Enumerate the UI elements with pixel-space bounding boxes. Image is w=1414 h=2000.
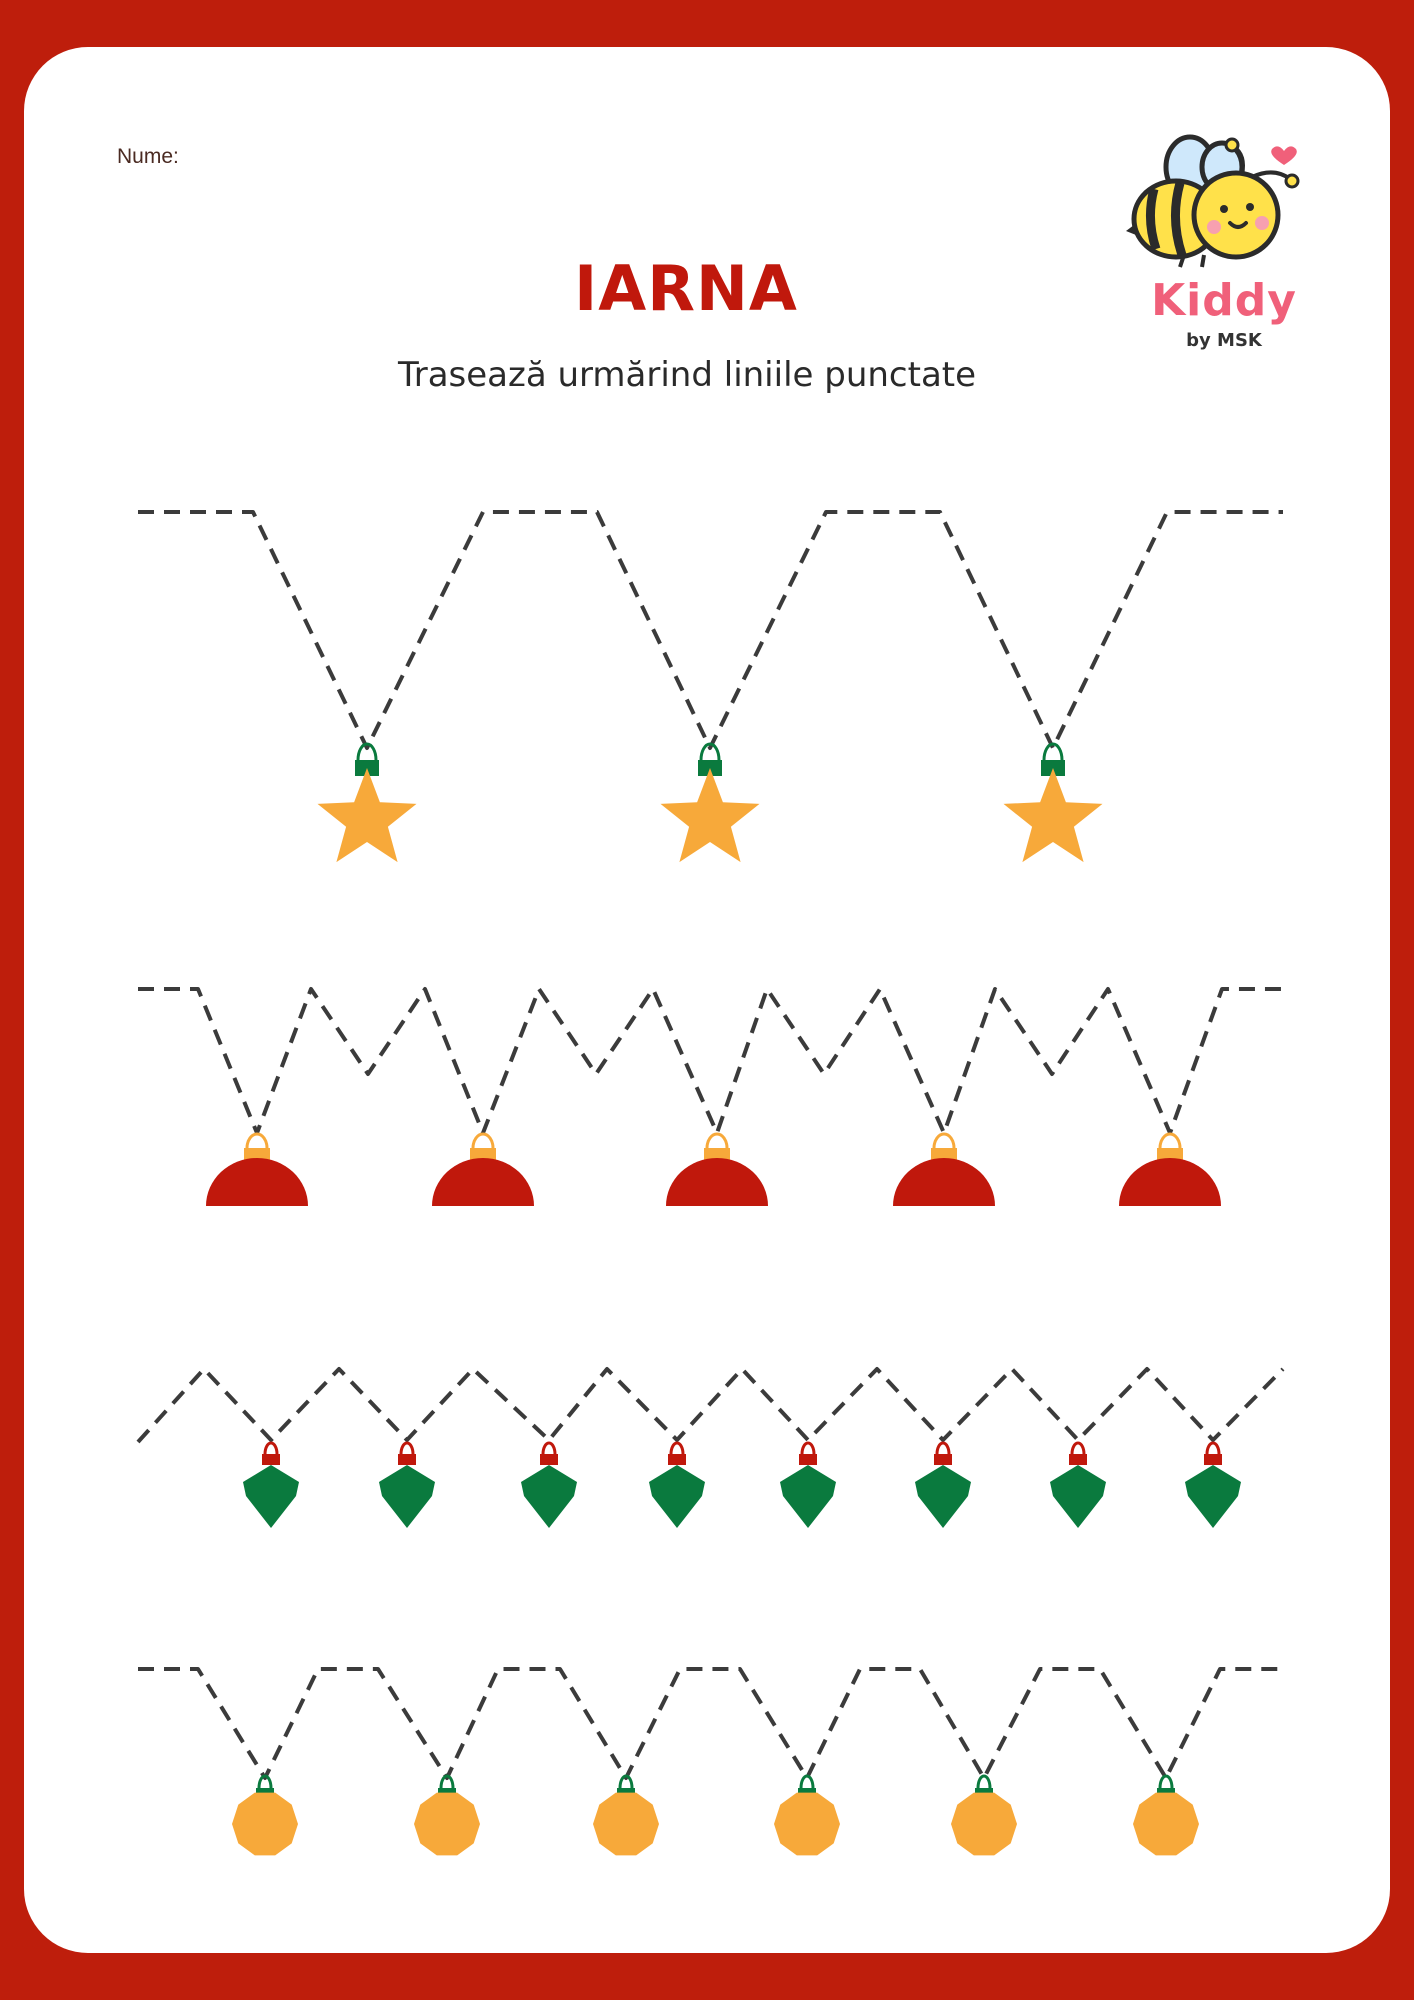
round-ornament-3-hook <box>618 1774 634 1789</box>
drop-ornament-5 <box>780 1465 836 1528</box>
drop-ornament-3-cap <box>540 1454 558 1465</box>
drop-ornament-6-hook <box>935 1441 951 1455</box>
dome-ornament-1-hook <box>245 1132 269 1149</box>
drop-ornament-1-hook <box>263 1441 279 1455</box>
dome-ornament-5 <box>1119 1158 1221 1206</box>
drop-ornament-6 <box>915 1465 971 1528</box>
drop-ornament-1 <box>243 1465 299 1528</box>
instructions: Trasează urmărind liniile punctate <box>397 355 977 395</box>
round-ornament-3 <box>593 1792 659 1856</box>
dome-ornament-3 <box>666 1158 768 1206</box>
tracing-line-2 <box>138 987 1283 1135</box>
drop-ornament-8 <box>1185 1465 1241 1528</box>
drop-ornament-3 <box>521 1465 577 1528</box>
dome-ornament-4-hook <box>932 1132 956 1149</box>
name-label: Nume: <box>117 145 179 168</box>
dome-ornament-3-hook <box>705 1132 729 1149</box>
round-ornament-6 <box>1133 1792 1199 1856</box>
logo-wordmark: Kiddy <box>1151 275 1297 326</box>
drop-ornament-2-hook <box>399 1441 415 1455</box>
round-ornament-5-hook <box>976 1774 992 1789</box>
drop-ornament-4-cap <box>668 1454 686 1465</box>
drop-ornament-1-cap <box>262 1454 280 1465</box>
drop-ornament-6-cap <box>934 1454 952 1465</box>
round-ornament-2 <box>414 1792 480 1856</box>
drop-ornament-4-hook <box>669 1441 685 1455</box>
star-ornament-3 <box>1003 768 1103 863</box>
drop-ornament-5-cap <box>799 1454 817 1465</box>
tracing-line-3 <box>136 1367 1285 1444</box>
star-ornament-3-hook <box>1042 742 1064 761</box>
dome-ornament-2-hook <box>471 1132 495 1149</box>
drop-ornament-7-hook <box>1070 1441 1086 1455</box>
dome-ornament-1 <box>206 1158 308 1206</box>
logo-byline: by MSK <box>1186 330 1262 351</box>
page-title: IARNA <box>574 252 798 325</box>
drop-ornament-8-cap <box>1204 1454 1222 1465</box>
drop-ornament-7-cap <box>1069 1454 1087 1465</box>
drop-ornament-8-hook <box>1205 1441 1221 1455</box>
round-ornament-5 <box>951 1792 1017 1856</box>
star-ornament-2 <box>660 768 760 863</box>
star-ornament-2-hook <box>699 742 721 761</box>
round-ornament-2-hook <box>439 1774 455 1789</box>
drop-ornament-5-hook <box>800 1441 816 1455</box>
drop-ornament-2-cap <box>398 1454 416 1465</box>
round-ornament-6-hook <box>1158 1774 1174 1789</box>
dome-ornament-4 <box>893 1158 995 1206</box>
kiddy-logo: Kiddy by MSK <box>1124 127 1324 351</box>
round-ornament-1 <box>232 1792 298 1856</box>
dome-ornament-5-hook <box>1158 1132 1182 1149</box>
dome-ornament-2 <box>432 1158 534 1206</box>
star-ornament-1-hook <box>356 742 378 761</box>
tracing-line-4 <box>138 1667 1283 1780</box>
round-ornament-4 <box>774 1792 840 1856</box>
drop-ornament-7 <box>1050 1465 1106 1528</box>
drop-ornament-4 <box>649 1465 705 1528</box>
star-ornament-1 <box>317 768 417 863</box>
tracing-line-1 <box>138 510 1283 750</box>
drop-ornament-3-hook <box>541 1441 557 1455</box>
round-ornament-1-hook <box>257 1774 273 1789</box>
bee-icon <box>1126 134 1300 268</box>
worksheet-sheet: Nume: IARNA Trasează urmărind liniile pu… <box>24 47 1390 1953</box>
drop-ornament-2 <box>379 1465 435 1528</box>
round-ornament-4-hook <box>799 1774 815 1789</box>
